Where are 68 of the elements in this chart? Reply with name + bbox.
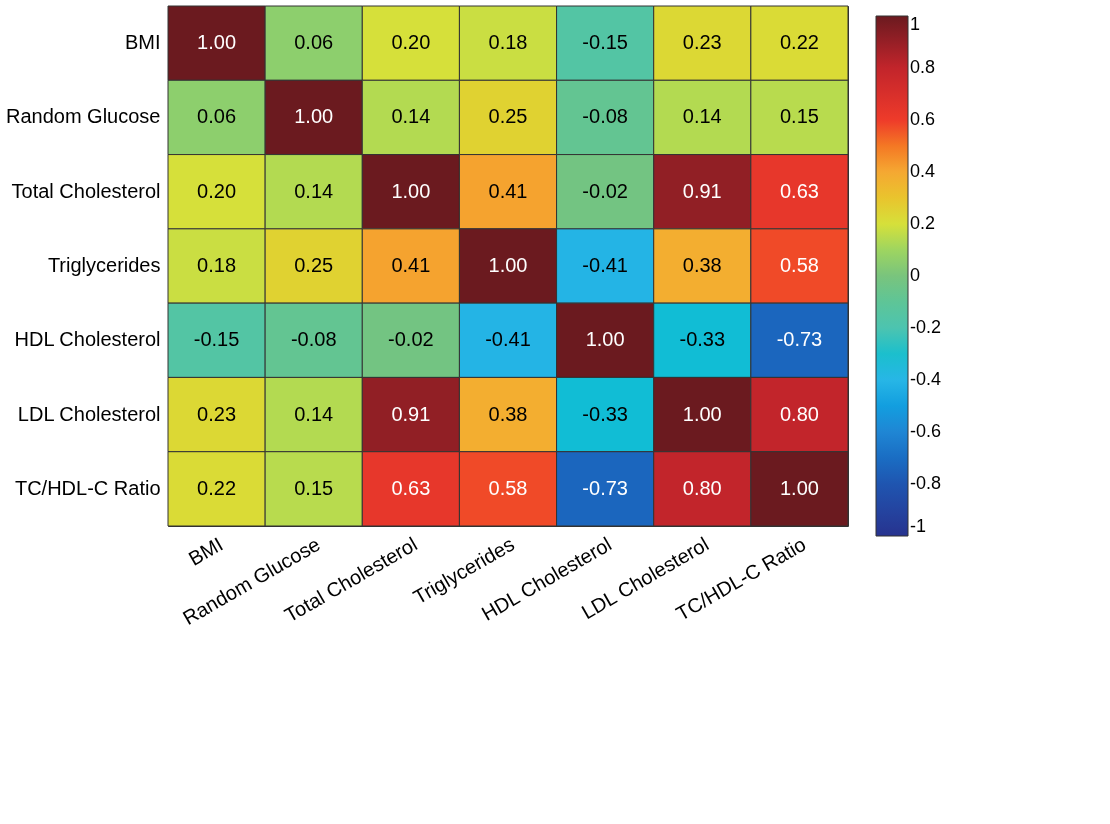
color-bar-label: 0 xyxy=(910,265,921,285)
data-label: 0.15 xyxy=(294,476,334,499)
data-label: -0.41 xyxy=(485,328,531,351)
color-bar-label: 0.6 xyxy=(910,109,936,129)
y-tick-label: Total Cholesterol xyxy=(11,179,161,202)
color-bar-label: 1 xyxy=(910,14,921,34)
data-label: 0.91 xyxy=(391,402,431,425)
data-label: 1.00 xyxy=(488,254,528,276)
data-label: 0.14 xyxy=(294,402,334,425)
data-label: -0.33 xyxy=(679,328,726,351)
data-label: 0.25 xyxy=(488,105,528,128)
y-tick-label: Random Glucose xyxy=(5,105,161,128)
data-label: 0.80 xyxy=(779,402,819,425)
data-label: 1.00 xyxy=(585,328,625,351)
data-label: 1.00 xyxy=(682,402,722,425)
y-tick-label: Triglycerides xyxy=(47,254,161,276)
color-bar-label: 0.4 xyxy=(910,161,936,181)
color-bar-label: -0.6 xyxy=(910,421,942,441)
data-label: 1.00 xyxy=(294,105,334,128)
data-label: 0.14 xyxy=(682,105,722,128)
data-label: 0.41 xyxy=(488,179,528,202)
color-bar-label: 0.8 xyxy=(910,57,936,77)
data-label: -0.33 xyxy=(582,402,628,425)
data-label: 0.25 xyxy=(294,254,334,276)
data-label: 0.22 xyxy=(779,31,819,54)
data-label: 0.80 xyxy=(682,476,722,499)
data-label: 0.14 xyxy=(294,179,334,202)
y-tick-label: HDL Cholesterol xyxy=(14,328,161,351)
data-label: 0.58 xyxy=(779,254,819,276)
data-label: -0.02 xyxy=(388,328,434,351)
data-label: 0.18 xyxy=(197,254,237,276)
color-bar-label: -0.4 xyxy=(910,369,942,389)
data-label: 0.23 xyxy=(197,402,237,425)
data-label: 0.38 xyxy=(682,254,722,276)
data-label: 0.15 xyxy=(779,105,819,128)
data-label: 0.41 xyxy=(391,254,431,276)
data-label: 0.58 xyxy=(488,476,528,499)
data-label: -0.02 xyxy=(582,179,628,202)
data-label: 1.00 xyxy=(391,179,431,202)
data-label: -0.08 xyxy=(582,105,628,128)
data-label: 0.20 xyxy=(391,31,431,54)
data-label: -0.08 xyxy=(290,328,337,351)
data-label: 0.63 xyxy=(779,179,819,202)
data-label: -0.15 xyxy=(582,31,628,54)
data-label: 0.91 xyxy=(682,179,722,202)
color-bar-label: -0.2 xyxy=(910,317,942,337)
data-label: 0.14 xyxy=(391,105,431,128)
y-tick-label: LDL Cholesterol xyxy=(17,402,161,425)
data-label: 0.06 xyxy=(294,31,334,54)
data-label: 0.63 xyxy=(391,476,431,499)
color-bar-label: 0.2 xyxy=(910,213,936,233)
y-tick-label: BMI xyxy=(124,31,161,54)
data-label: 0.23 xyxy=(682,31,722,54)
data-label: -0.41 xyxy=(582,254,628,276)
data-label: 0.22 xyxy=(197,476,237,499)
data-label: 0.20 xyxy=(197,179,237,202)
data-label: -0.15 xyxy=(193,328,240,351)
data-label: 0.18 xyxy=(488,31,528,54)
color-bar-label: -1 xyxy=(910,516,927,536)
y-tick-label: TC/HDL-C Ratio xyxy=(14,476,161,499)
data-label: -0.73 xyxy=(776,328,823,351)
data-label: 0.06 xyxy=(197,105,237,128)
data-label: -0.73 xyxy=(582,476,628,499)
data-label: 1.00 xyxy=(779,476,819,499)
data-label: 1.00 xyxy=(197,31,237,54)
color-bar-label: -0.8 xyxy=(910,473,942,493)
data-label: 0.38 xyxy=(488,402,528,425)
x-tick-label: BMI xyxy=(184,532,227,570)
